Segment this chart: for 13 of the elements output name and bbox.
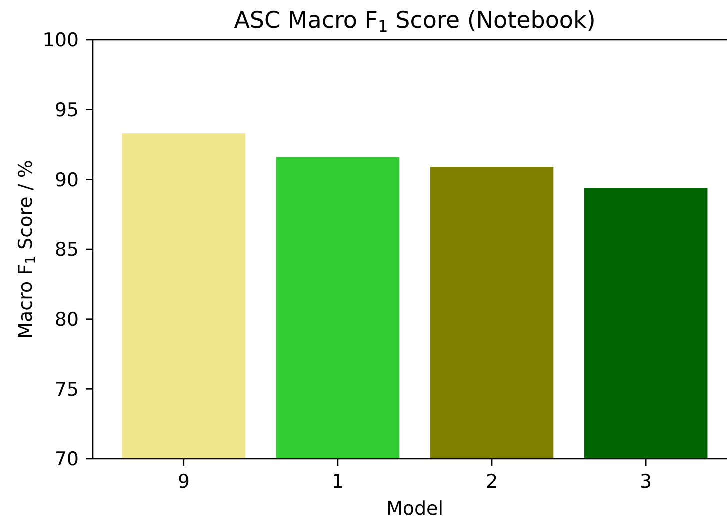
y-tick-label: 85 [54,239,79,262]
y-tick-label: 95 [54,99,79,122]
x-tick-label: 2 [486,471,498,493]
y-tick-label: 80 [54,308,79,331]
x-tick-label: 3 [640,471,652,493]
chart-title: ASC Macro F$_{1}$ Score (Notebook) [234,8,596,36]
y-tick-label: 100 [42,30,79,52]
x-axis-title: Model [386,498,444,519]
x-tick-label: 1 [332,471,344,493]
y-tick-label: 70 [54,448,79,471]
x-tick-label: 9 [178,471,190,493]
y-tick-label: 75 [54,378,79,401]
y-tick-label: 90 [54,169,79,192]
